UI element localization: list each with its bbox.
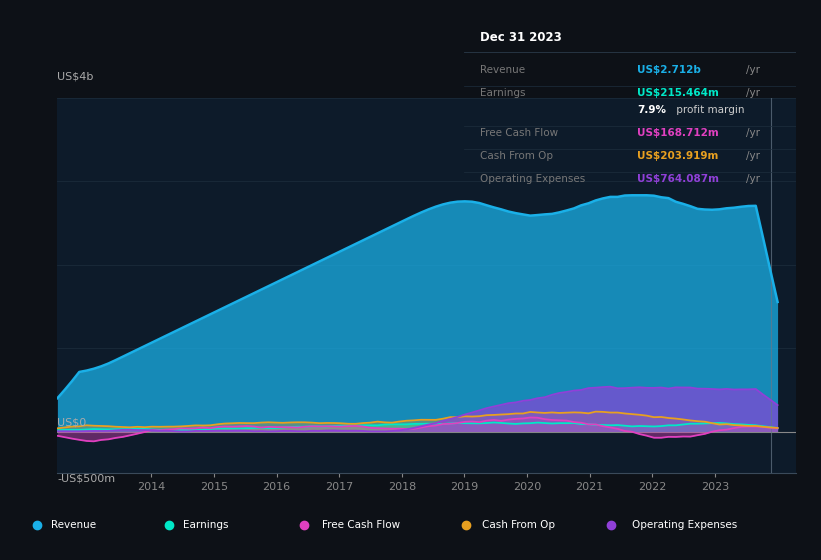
Text: Cash From Op: Cash From Op [480, 151, 553, 161]
Text: profit margin: profit margin [673, 105, 745, 115]
Text: Operating Expenses: Operating Expenses [480, 174, 585, 184]
Text: US$168.712m: US$168.712m [637, 128, 718, 138]
Text: /yr: /yr [746, 65, 760, 74]
Text: Earnings: Earnings [480, 88, 526, 97]
Text: /yr: /yr [746, 151, 760, 161]
Text: -US$500m: -US$500m [57, 473, 116, 483]
Text: Free Cash Flow: Free Cash Flow [480, 128, 558, 138]
Text: US$203.919m: US$203.919m [637, 151, 718, 161]
Text: Revenue: Revenue [480, 65, 525, 74]
Text: Revenue: Revenue [51, 520, 96, 530]
Text: US$215.464m: US$215.464m [637, 88, 718, 97]
Text: Operating Expenses: Operating Expenses [632, 520, 737, 530]
Text: Dec 31 2023: Dec 31 2023 [480, 31, 562, 44]
Text: Earnings: Earnings [183, 520, 228, 530]
Text: US$764.087m: US$764.087m [637, 174, 718, 184]
Text: /yr: /yr [746, 88, 760, 97]
Text: US$2.712b: US$2.712b [637, 65, 700, 74]
Text: US$0: US$0 [57, 418, 87, 428]
Text: US$4b: US$4b [57, 71, 94, 81]
Text: /yr: /yr [746, 174, 760, 184]
Text: Cash From Op: Cash From Op [483, 520, 555, 530]
Text: 7.9%: 7.9% [637, 105, 666, 115]
Text: Free Cash Flow: Free Cash Flow [323, 520, 401, 530]
Text: /yr: /yr [746, 128, 760, 138]
